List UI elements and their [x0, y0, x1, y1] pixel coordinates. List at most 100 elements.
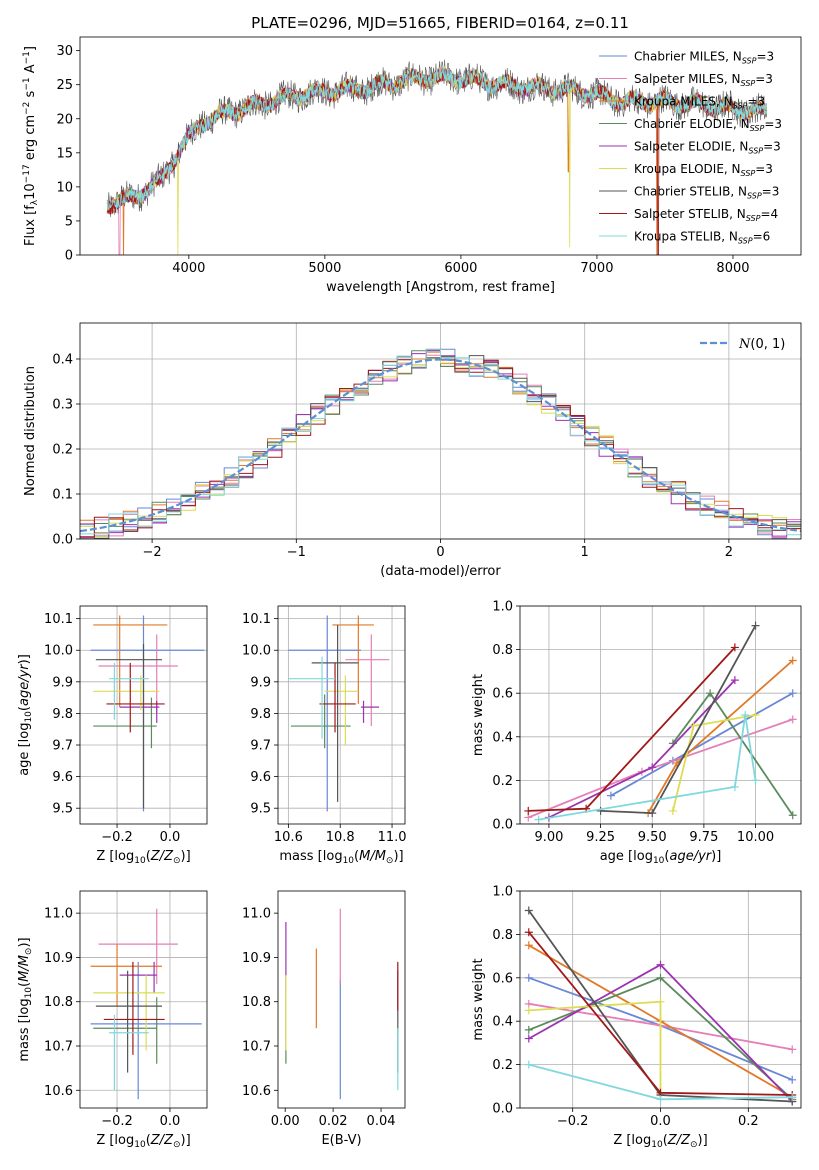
x-axis-label: wavelength [Angstrom, rest frame] — [326, 280, 555, 295]
x-axis-label: Z [log10(Z/Z⊙)] — [96, 849, 190, 866]
y-tick-label: 9.6 — [250, 770, 271, 785]
weight-series — [524, 1060, 797, 1104]
errorbar-point — [288, 656, 336, 739]
weight-series — [668, 711, 760, 815]
data-point — [788, 1045, 797, 1054]
x-tick-label: −0.2 — [101, 1114, 133, 1129]
y-axis-label: age [log10(age/yr)] — [17, 654, 34, 776]
y-tick-label: 15 — [56, 146, 73, 161]
axes-frame — [277, 890, 406, 1109]
plot-area — [80, 323, 801, 539]
x-tick-label: 4000 — [172, 261, 205, 276]
y-tick-label: 10.7 — [242, 1040, 271, 1055]
data-point — [656, 973, 665, 982]
x-tick-label: 0.02 — [319, 1114, 348, 1129]
x-tick-label: −1 — [287, 545, 306, 560]
data-point — [788, 1075, 797, 1084]
y-tick-label: 1.0 — [492, 885, 513, 900]
y-axis-label: mass weight — [471, 958, 486, 1040]
y-tick-label: 0.2 — [492, 774, 513, 789]
weight-series — [668, 689, 797, 820]
errorbar-point — [319, 662, 356, 733]
y-tick-label: 10.6 — [44, 1084, 73, 1099]
x-tick-label: 10.8 — [326, 830, 355, 845]
y-tick-label: 0.1 — [52, 488, 73, 503]
normal-curve — [80, 358, 801, 533]
y-tick-label: 0.4 — [492, 730, 513, 745]
y-tick-label: 11.0 — [44, 907, 73, 922]
x-tick-label: 10.00 — [737, 830, 774, 845]
errorbar-point — [90, 944, 163, 1007]
x-axis-label: mass [log10(M/M⊙)] — [279, 849, 403, 866]
axes-frame — [79, 890, 208, 1109]
x-tick-label: 9.50 — [638, 830, 667, 845]
data-point — [524, 1006, 533, 1015]
y-tick-label: 0.6 — [492, 687, 513, 702]
x-tick-label: 11.0 — [378, 830, 407, 845]
legend-entry: Chabrier MILES, NSSP=3 — [634, 50, 774, 66]
data-point — [788, 1093, 797, 1102]
y-tick-label: 30 — [56, 44, 73, 59]
y-tick-label: 10.7 — [44, 1040, 73, 1055]
y-tick-label: 0.4 — [492, 1015, 513, 1030]
x-tick-label: 1 — [581, 545, 589, 560]
errorbar-point — [95, 643, 163, 809]
y-tick-label: 9.8 — [52, 707, 73, 722]
data-point — [741, 711, 750, 719]
x-tick-label: 5000 — [308, 261, 341, 276]
x-axis-label: age [log10(age/yr)] — [600, 849, 722, 866]
axes-frame — [519, 890, 802, 1109]
errorbar-point — [332, 615, 374, 704]
errorbar-point — [93, 997, 158, 1064]
weight-series — [534, 711, 760, 824]
data-point — [788, 689, 797, 698]
errorbar-point — [290, 694, 351, 749]
y-axis-label: mass weight — [471, 674, 486, 756]
y-tick-label: 0.8 — [492, 928, 513, 943]
errorbar-point — [324, 675, 359, 746]
y-tick-label: 9.9 — [52, 675, 73, 690]
series-line — [538, 714, 757, 821]
y-axis-label: Normed distribution — [23, 366, 38, 496]
legend-entry: Chabrier ELODIE, NSSP=3 — [634, 117, 782, 133]
data-point — [656, 997, 665, 1006]
y-tick-label: 10.9 — [44, 951, 73, 966]
series-line — [528, 1000, 662, 1095]
chart-mass_vs_ebv: 0.00 0.02 0.04 10.6 10.7 10.8 10.9 11.0 E(B-V) — [242, 890, 406, 1148]
y-tick-label: 9.5 — [250, 802, 271, 817]
y-tick-label: 10.6 — [242, 1084, 271, 1099]
data-point — [648, 763, 657, 772]
weight-series — [596, 621, 760, 818]
data-point — [788, 715, 797, 724]
errorbar-point — [98, 634, 178, 714]
legend: Chabrier MILES, NSSP=3 Salpeter MILES, NS… — [599, 50, 782, 246]
x-tick-label: 6000 — [444, 261, 477, 276]
data-point — [524, 928, 533, 937]
data-point — [534, 815, 543, 824]
x-tick-label: 0.00 — [271, 1114, 300, 1129]
data-point — [706, 689, 715, 698]
errorbar-point — [360, 700, 380, 723]
chart-mass_vs_Z: −0.2 0.0 10.6 10.7 10.8 10.9 11.0 Z [log10(Z/Z⊙… — [17, 890, 208, 1150]
errorbar-point — [106, 662, 165, 733]
chart-residuals: −2 −1 0 1 2 0.0 0.1 0.2 0.3 0.4 (data-model)/error… — [23, 322, 802, 579]
errorbar-point — [119, 961, 157, 993]
data-point — [751, 711, 760, 719]
y-tick-label: 5 — [65, 214, 73, 229]
x-tick-label: 7000 — [580, 261, 613, 276]
x-axis-label: Z [log10(Z/Z⊙)] — [613, 1133, 707, 1150]
y-tick-label: 11.0 — [242, 907, 271, 922]
y-tick-label: 25 — [56, 78, 73, 93]
x-tick-label: 0.04 — [367, 1114, 396, 1129]
x-tick-label: −0.2 — [557, 1114, 589, 1129]
y-tick-label: 0.8 — [492, 643, 513, 658]
series-line — [106, 67, 768, 211]
data-point — [524, 906, 533, 915]
axes-frame — [519, 605, 802, 825]
x-tick-label: 2 — [725, 545, 733, 560]
plot-area — [106, 59, 768, 255]
x-tick-label: 0.0 — [160, 830, 181, 845]
y-tick-label: 10.8 — [242, 995, 271, 1010]
legend-entry: Salpeter ELODIE, NSSP=3 — [634, 140, 781, 156]
x-tick-label: −2 — [143, 545, 162, 560]
